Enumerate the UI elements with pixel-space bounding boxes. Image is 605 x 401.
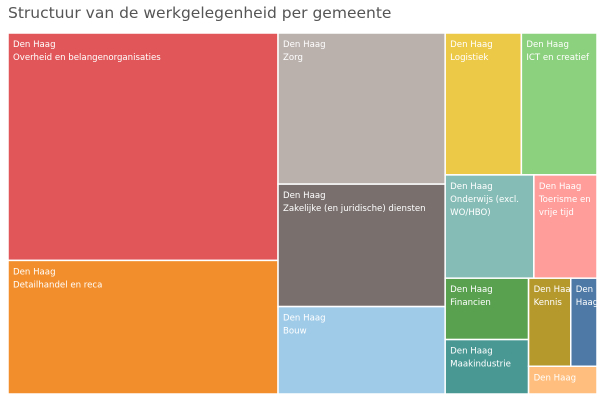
tile-municipality-label: Den Haag	[450, 182, 493, 192]
tile-municipality-label: Den Haag	[450, 347, 493, 357]
tile-sector-label: Overheid en belangenorganisaties	[13, 53, 161, 63]
treemap-tile-rect[interactable]	[277, 305, 446, 395]
treemap-tile-rect[interactable]	[444, 338, 530, 395]
tile-sector-label: Maakindustrie	[450, 360, 511, 370]
tile-sector-label: Detailhandel en reca	[13, 280, 102, 290]
chart-title: Structuur van de werkgelegenheid per gem…	[8, 4, 392, 22]
tile-municipality-label: Den Haag	[13, 40, 56, 50]
tile-municipality-label: Den Haag	[526, 40, 569, 50]
tile-sector-label: Toerisme en	[538, 195, 591, 205]
tile-municipality-label: Den Haag	[283, 191, 326, 201]
tile-sector-label: Financien	[450, 298, 491, 308]
treemap-tile[interactable]: Den Haag Maakindustrie	[444, 338, 530, 395]
tile-municipality-label: Den Haag	[450, 40, 493, 50]
tile-municipality-label: Den	[576, 285, 593, 295]
treemap-tile[interactable]: Den Haag Bouw	[277, 305, 446, 395]
treemap-tile-rect[interactable]	[7, 32, 279, 262]
tile-municipality-label: Den Haag	[539, 182, 582, 192]
tile-municipality-label: Den Haag	[534, 373, 577, 383]
treemap-tile-rect[interactable]	[527, 365, 598, 395]
treemap-tile-rect[interactable]	[444, 277, 530, 341]
tile-sector-label: ICT en creatief	[526, 53, 590, 63]
tile-municipality-label: Den Haag	[283, 40, 326, 50]
treemap-tile[interactable]: Den Haag Kennis	[527, 277, 577, 368]
treemap-tile-rect[interactable]	[444, 174, 535, 279]
treemap-tile[interactable]: Den Haag Overheid en belangenorganisaties	[7, 32, 279, 262]
treemap-tile[interactable]: Den Haag Logistiek	[444, 32, 523, 176]
tile-sector-label: vrije tijd	[539, 208, 574, 218]
treemap-tile[interactable]: Den Haag Onderwijs (excl. WO/HBO)	[444, 174, 535, 279]
treemap-tile[interactable]: Den Haag Zorg	[277, 32, 446, 185]
tile-sector-label: Onderwijs (excl.	[450, 195, 519, 205]
tile-sector-label: WO/HBO)	[450, 208, 490, 218]
tile-sector-label: Zakelijke (en juridische) diensten	[283, 204, 426, 214]
treemap-tile-rect[interactable]	[520, 32, 598, 176]
tile-sector-label: Haag	[576, 298, 598, 308]
treemap-tile-rect[interactable]	[533, 174, 598, 279]
tile-municipality-label: Den Haag	[534, 285, 577, 295]
treemap-tile[interactable]: Den Haag Toerisme en vrije tijd	[533, 174, 598, 279]
tile-sector-label: Kennis	[534, 298, 563, 308]
tile-municipality-label: Den Haag	[13, 267, 56, 277]
treemap-tile[interactable]: Den Haag Zakelijke (en juridische) dienst…	[277, 183, 446, 308]
tile-sector-label: Bouw	[283, 327, 307, 337]
treemap-tile[interactable]: Den Haag	[527, 365, 598, 395]
treemap-tile-rect[interactable]	[277, 183, 446, 308]
tile-municipality-label: Den Haag	[450, 285, 493, 295]
treemap-tile[interactable]: Den Haag	[570, 277, 598, 368]
treemap-tile[interactable]: Den Haag Detailhandel en reca	[7, 259, 279, 395]
treemap-tile[interactable]: Den Haag ICT en creatief	[520, 32, 598, 176]
treemap-tile-rect[interactable]	[527, 277, 572, 368]
treemap-tile-rect[interactable]	[277, 32, 446, 185]
tile-sector-label: Zorg	[283, 53, 303, 63]
tile-sector-label: Logistiek	[450, 53, 488, 63]
tile-municipality-label: Den Haag	[283, 314, 326, 324]
treemap-tile[interactable]: Den Haag Financien	[444, 277, 530, 341]
